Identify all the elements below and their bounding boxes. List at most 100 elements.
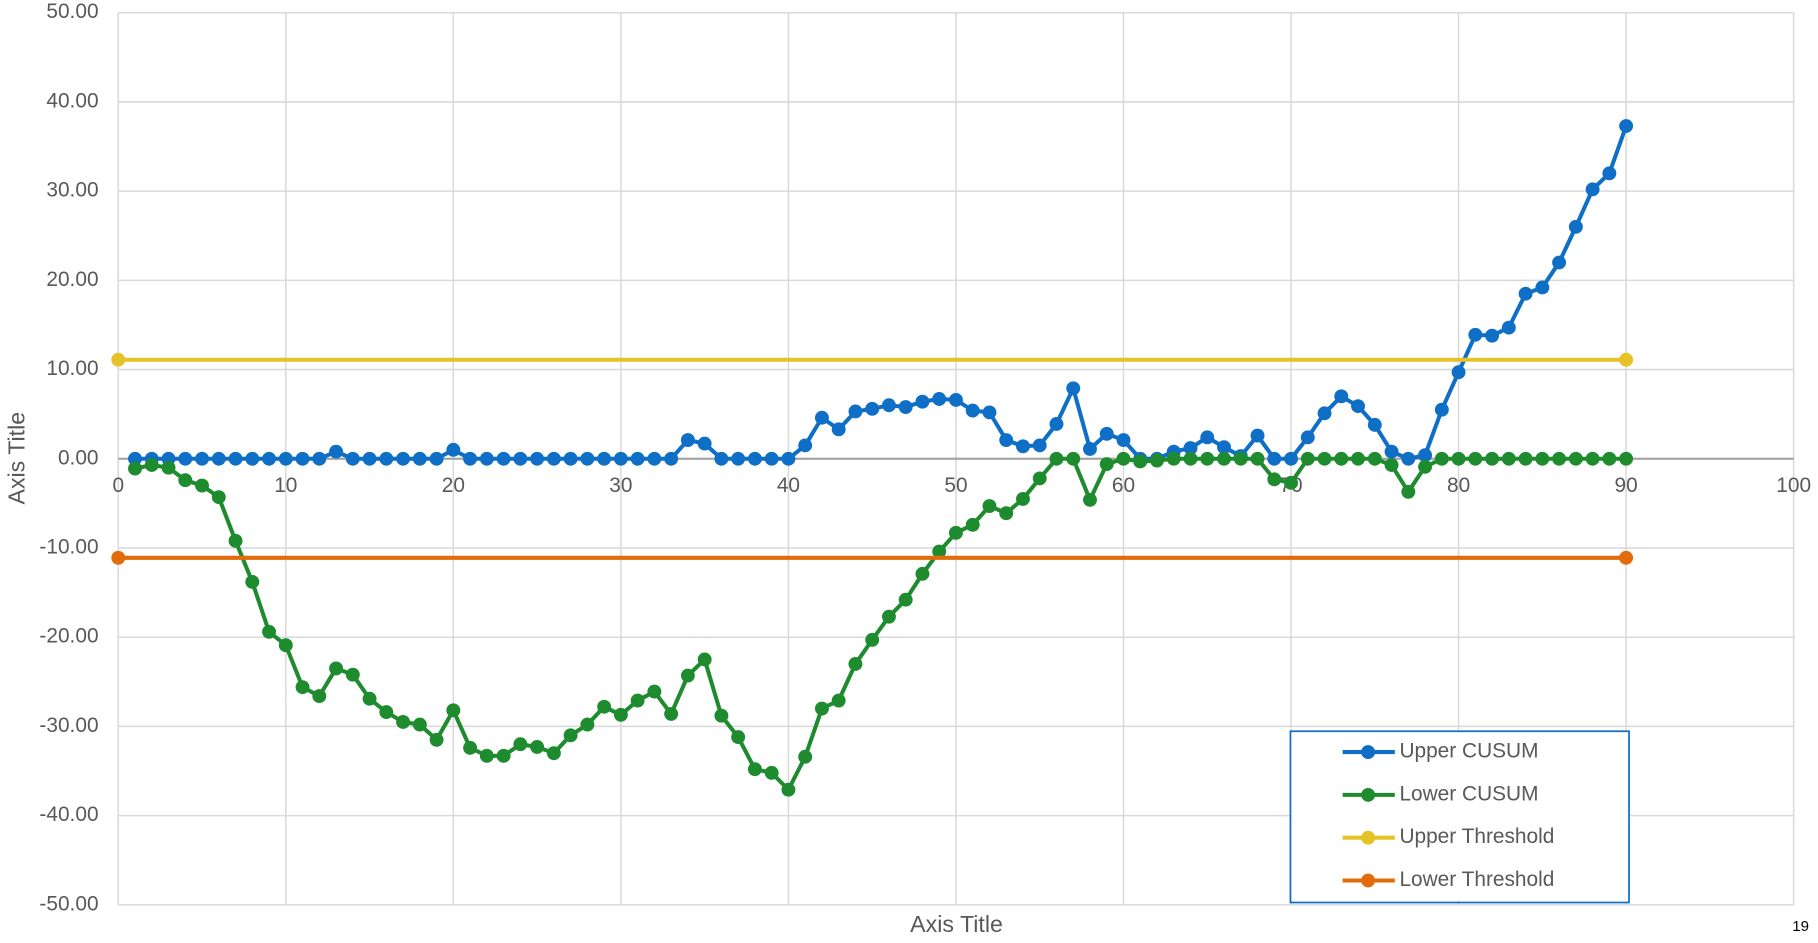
marker [949, 525, 963, 540]
marker [1585, 451, 1600, 466]
marker [1284, 475, 1298, 490]
marker [128, 461, 142, 476]
y-tick-label: 0.00 [58, 446, 99, 469]
marker [1367, 417, 1382, 432]
marker [597, 699, 612, 714]
marker [1250, 428, 1265, 443]
marker [1468, 327, 1483, 342]
marker [161, 460, 176, 475]
y-tick-label: 10.00 [46, 357, 98, 380]
marker [345, 667, 360, 682]
marker [262, 451, 277, 466]
marker [1267, 472, 1282, 487]
x-tick-label: 40 [777, 474, 800, 497]
y-tick-label: -40.00 [39, 803, 98, 826]
marker [295, 451, 310, 466]
marker [680, 433, 695, 447]
marker [1233, 451, 1248, 466]
legend-marker [1361, 873, 1376, 888]
marker [1300, 430, 1315, 445]
marker [1099, 457, 1114, 472]
marker [1351, 451, 1366, 466]
y-tick-label: -20.00 [39, 625, 98, 648]
marker [1351, 399, 1366, 414]
marker [312, 689, 327, 704]
marker [1217, 440, 1231, 455]
marker [1619, 119, 1634, 133]
marker [1250, 451, 1265, 466]
marker [982, 499, 997, 513]
marker [1552, 451, 1567, 466]
x-tick-label: 30 [609, 474, 632, 497]
marker [530, 739, 545, 754]
marker [178, 451, 193, 466]
marker [1183, 451, 1198, 466]
marker [379, 451, 394, 466]
y-axis-title: Axis Title [4, 412, 30, 505]
legend-label: Lower Threshold [1399, 868, 1554, 891]
marker [630, 693, 645, 708]
marker [881, 398, 896, 413]
marker [144, 458, 159, 472]
marker [479, 748, 494, 763]
legend-marker [1361, 745, 1376, 760]
marker [1501, 451, 1516, 466]
marker [714, 708, 729, 723]
marker [228, 451, 243, 466]
marker [1083, 492, 1097, 507]
marker [932, 392, 947, 406]
marker [362, 451, 377, 466]
marker [362, 691, 377, 706]
marker [999, 433, 1014, 447]
marker [496, 748, 511, 763]
x-tick-label: 100 [1776, 474, 1811, 497]
marker [429, 451, 444, 466]
marker [262, 624, 277, 639]
marker [630, 451, 645, 466]
marker [664, 706, 679, 721]
marker [1016, 491, 1030, 506]
marker [1568, 219, 1583, 234]
marker [1401, 451, 1416, 466]
marker [1434, 402, 1449, 417]
marker [278, 638, 293, 653]
x-tick-label: 90 [1615, 474, 1638, 497]
marker [731, 451, 746, 466]
marker [178, 473, 193, 488]
marker [1501, 320, 1516, 335]
marker [1150, 453, 1164, 468]
marker [1334, 389, 1349, 404]
marker [747, 451, 762, 466]
marker [1451, 365, 1466, 380]
marker [1016, 439, 1030, 454]
marker [463, 451, 478, 466]
x-tick-label: 50 [944, 474, 967, 497]
marker [563, 451, 578, 466]
marker [1116, 451, 1131, 466]
marker [1602, 451, 1617, 466]
marker [396, 451, 411, 466]
x-tick-label: 0 [112, 474, 124, 497]
marker [982, 405, 997, 420]
marker [329, 444, 344, 459]
marker [848, 404, 863, 419]
marker [1099, 426, 1114, 441]
marker [128, 451, 142, 466]
x-tick-label: 10 [274, 474, 297, 497]
marker [664, 451, 679, 466]
marker [1116, 433, 1131, 447]
marker [831, 422, 846, 437]
marker [195, 451, 209, 466]
marker [898, 400, 913, 414]
marker [949, 392, 963, 407]
marker [513, 451, 528, 466]
marker [580, 717, 595, 732]
marker [1468, 451, 1483, 466]
marker [1485, 451, 1500, 466]
marker [781, 782, 796, 797]
marker [764, 765, 779, 780]
marker [412, 717, 427, 732]
marker [1418, 448, 1433, 463]
legend-marker [1361, 787, 1376, 802]
